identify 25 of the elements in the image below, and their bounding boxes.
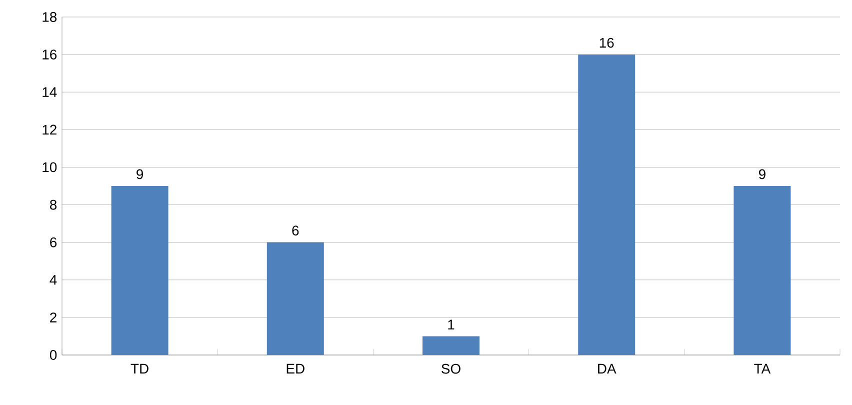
y-tick-label: 10 (42, 162, 57, 172)
data-label: 9 (758, 169, 766, 180)
x-tick-label: TA (754, 364, 771, 374)
y-tick-label: 2 (50, 312, 56, 322)
y-tick-label: 6 (50, 237, 57, 248)
data-label: 16 (600, 38, 614, 48)
y-tick-label: 14 (42, 87, 57, 97)
y-tick-label: 8 (50, 200, 57, 210)
y-tick-label: 4 (50, 275, 57, 285)
y-tick-label: 16 (42, 50, 57, 60)
x-tick-label: DA (598, 364, 616, 374)
x-tick-label: ED (286, 364, 304, 374)
bar (111, 186, 168, 355)
x-tick-label: TD (130, 364, 148, 374)
bar (578, 54, 636, 355)
data-label: 9 (136, 169, 144, 180)
data-label: 1 (448, 320, 454, 330)
bar (266, 242, 324, 355)
data-label: 6 (292, 226, 299, 236)
y-tick-label: 12 (42, 124, 56, 135)
y-tick-label: 18 (42, 12, 57, 22)
y-tick-label: 0 (50, 350, 57, 360)
bar (734, 186, 791, 355)
bar (422, 336, 480, 355)
x-tick-label: SO (442, 364, 460, 374)
